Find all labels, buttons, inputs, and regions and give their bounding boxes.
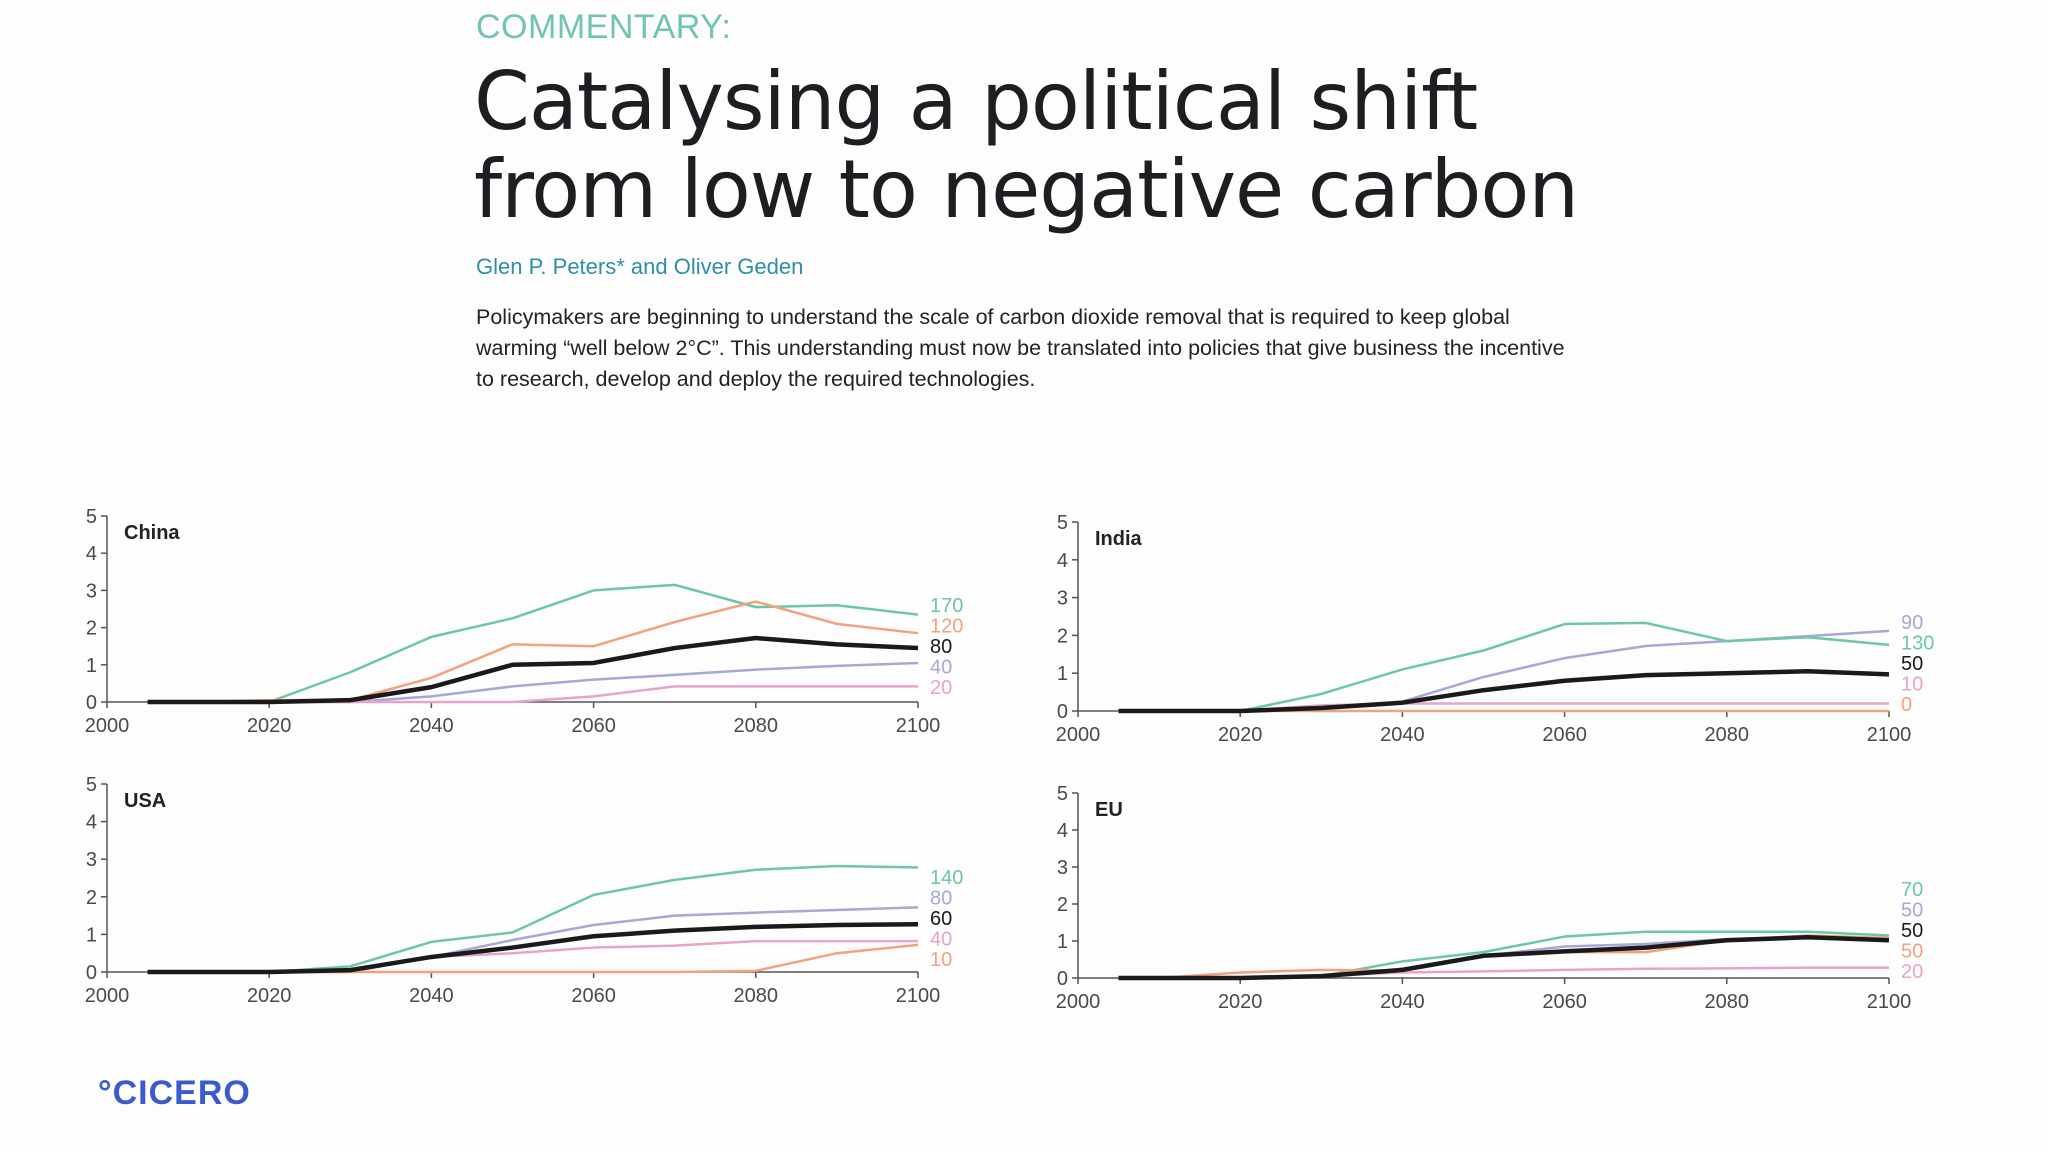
series-line-orange xyxy=(147,943,919,974)
series-end-label: 80 xyxy=(930,888,952,910)
y-tick-label: 5 xyxy=(86,774,97,796)
y-tick-label: 3 xyxy=(86,580,97,602)
y-tick-label: 1 xyxy=(86,655,97,677)
y-tick-label: 0 xyxy=(1057,968,1068,990)
series-line-teal xyxy=(1118,621,1890,713)
y-tick-label: 0 xyxy=(86,692,97,714)
y-tick-label: 2 xyxy=(86,618,97,640)
page-title: Catalysing a political shift from low to… xyxy=(474,55,1579,236)
y-tick-label: 4 xyxy=(1057,550,1068,572)
y-tick-label: 1 xyxy=(1057,663,1068,685)
y-tick-label: 4 xyxy=(86,543,97,565)
series-end-label: 120 xyxy=(930,616,963,638)
series-end-label: 0 xyxy=(1901,694,1912,716)
series-line-black xyxy=(1118,935,1890,981)
y-tick-label: 5 xyxy=(86,506,97,528)
y-tick-label: 0 xyxy=(86,962,97,984)
x-tick-label: 2040 xyxy=(409,985,454,1007)
x-tick-label: 2100 xyxy=(1867,724,1912,746)
panel-title: EU xyxy=(1095,799,1123,821)
x-tick-label: 2000 xyxy=(85,715,130,737)
y-tick-label: 2 xyxy=(1057,625,1068,647)
y-tick-label: 1 xyxy=(1057,931,1068,953)
series-end-label: 10 xyxy=(930,949,952,971)
series-end-label: 90 xyxy=(1901,612,1923,634)
series-end-label: 170 xyxy=(930,595,963,617)
x-tick-label: 2040 xyxy=(409,715,454,737)
y-tick-label: 3 xyxy=(1057,588,1068,610)
series-end-label: 50 xyxy=(1901,941,1923,963)
authors[interactable]: Glen P. Peters* and Oliver Geden xyxy=(476,254,804,279)
x-tick-label: 2000 xyxy=(85,985,130,1007)
x-tick-label: 2060 xyxy=(1542,724,1587,746)
x-tick-label: 2060 xyxy=(571,985,616,1007)
y-tick-label: 3 xyxy=(1057,857,1068,879)
series-line-black xyxy=(147,635,919,705)
y-tick-label: 5 xyxy=(1057,512,1068,534)
x-tick-label: 2000 xyxy=(1056,991,1101,1013)
y-tick-label: 4 xyxy=(1057,820,1068,842)
series-line-lavender xyxy=(147,661,919,704)
panel-title: USA xyxy=(124,790,166,812)
x-tick-label: 2020 xyxy=(1218,991,1263,1013)
series-end-label: 60 xyxy=(930,908,952,930)
series-end-label: 20 xyxy=(930,677,952,699)
y-tick-label: 3 xyxy=(86,849,97,871)
x-tick-label: 2100 xyxy=(896,715,941,737)
series-end-label: 10 xyxy=(1901,674,1923,696)
series-end-label: 50 xyxy=(1901,920,1923,942)
series-line-teal xyxy=(147,864,919,974)
series-line-black xyxy=(147,921,919,975)
series-end-label: 50 xyxy=(1901,653,1923,675)
series-end-label: 40 xyxy=(930,657,952,679)
panel-title: China xyxy=(124,522,180,544)
series-end-label: 20 xyxy=(1901,961,1923,983)
series-line-lavender xyxy=(147,906,919,974)
series-line-black xyxy=(1118,669,1890,714)
x-tick-label: 2000 xyxy=(1056,724,1101,746)
x-tick-label: 2020 xyxy=(1218,724,1263,746)
chart-axes: 0 1 2 3 4 5 2000 2020 2040 2060 2080 2100 xyxy=(1056,783,1912,1013)
x-tick-label: 2100 xyxy=(896,985,941,1007)
x-tick-label: 2020 xyxy=(247,715,292,737)
x-tick-label: 2040 xyxy=(1380,724,1425,746)
y-tick-label: 2 xyxy=(1057,894,1068,916)
x-tick-label: 2080 xyxy=(734,715,779,737)
y-tick-label: 4 xyxy=(86,812,97,834)
x-tick-label: 2080 xyxy=(1705,991,1750,1013)
x-tick-label: 2060 xyxy=(1542,991,1587,1013)
abstract: Policymakers are beginning to understand… xyxy=(476,305,1565,391)
x-tick-label: 2020 xyxy=(247,985,292,1007)
x-tick-label: 2080 xyxy=(734,985,779,1007)
x-tick-label: 2080 xyxy=(1705,724,1750,746)
y-tick-label: 2 xyxy=(86,887,97,909)
series-end-label: 130 xyxy=(1901,633,1934,655)
x-tick-label: 2060 xyxy=(571,715,616,737)
series-end-label: 80 xyxy=(930,636,952,658)
panel-title: India xyxy=(1095,528,1143,550)
title-line-1: Catalysing a political shift xyxy=(474,55,1478,148)
x-tick-label: 2040 xyxy=(1380,991,1425,1013)
series-end-label: 50 xyxy=(1901,900,1923,922)
kicker: COMMENTARY: xyxy=(476,8,732,46)
series-end-label: 40 xyxy=(930,929,952,951)
series-end-label: 140 xyxy=(930,867,963,889)
series-end-label: 70 xyxy=(1901,879,1923,901)
y-tick-label: 1 xyxy=(86,924,97,946)
x-tick-label: 2100 xyxy=(1867,991,1912,1013)
chart-usa: 0 1 2 3 4 5 2000 2020 2040 2060 2080 2100 USA 1408060… xyxy=(85,774,964,1007)
cicero-logo[interactable]: °CICERO xyxy=(98,1074,251,1112)
title-line-2: from low to negative carbon xyxy=(474,143,1579,236)
y-tick-label: 5 xyxy=(1057,783,1068,805)
chart-axes: 0 1 2 3 4 5 2000 2020 2040 2060 2080 2100 xyxy=(85,506,941,737)
y-tick-label: 0 xyxy=(1057,701,1068,723)
chart-india: 0 1 2 3 4 5 2000 2020 2040 2060 2080 2100 India 90130… xyxy=(1056,512,1935,746)
